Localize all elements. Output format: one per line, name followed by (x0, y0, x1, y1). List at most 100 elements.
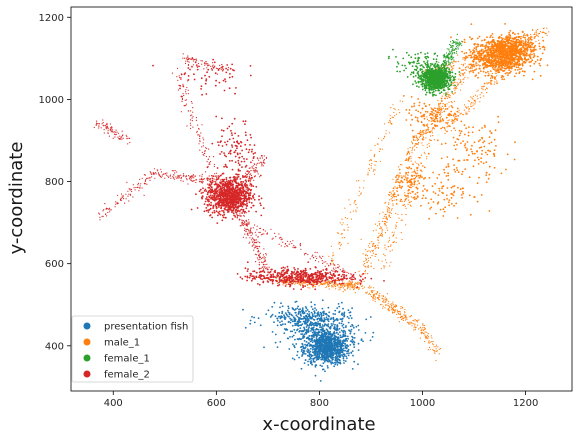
data-point (443, 110, 446, 113)
data-point (391, 116, 393, 118)
data-point (374, 300, 376, 302)
data-point (300, 348, 303, 351)
data-point (520, 44, 523, 46)
data-point (535, 31, 537, 33)
data-point (494, 68, 496, 71)
data-point (307, 336, 310, 339)
data-point (470, 54, 472, 57)
data-point (542, 39, 545, 42)
data-point (506, 44, 509, 47)
data-point (316, 350, 319, 353)
data-point (421, 115, 423, 118)
data-point (284, 317, 287, 319)
data-point (479, 101, 481, 103)
data-point (326, 335, 329, 338)
data-point (515, 64, 518, 66)
data-point (373, 290, 375, 292)
data-point (286, 315, 289, 317)
data-point (362, 340, 364, 343)
data-point (327, 349, 329, 352)
data-point (398, 217, 400, 219)
data-point (427, 152, 430, 155)
data-point (385, 300, 387, 302)
data-point (319, 326, 321, 329)
data-point (519, 40, 521, 42)
data-point (447, 123, 449, 125)
data-point (323, 353, 326, 356)
data-point (381, 233, 383, 235)
data-point (433, 128, 436, 130)
data-point (515, 55, 518, 58)
data-point (513, 75, 516, 78)
data-point (326, 314, 328, 316)
data-point (440, 106, 442, 108)
data-point (497, 63, 499, 66)
data-point (394, 310, 396, 312)
data-point (430, 335, 432, 337)
data-point (299, 338, 302, 340)
data-point (440, 181, 443, 184)
data-point (425, 133, 427, 135)
data-point (347, 286, 349, 288)
data-point (533, 46, 535, 49)
data-point (491, 33, 494, 35)
data-point (503, 58, 506, 61)
data-point (312, 329, 315, 332)
data-point (347, 283, 349, 285)
data-point (434, 120, 436, 123)
data-point (355, 211, 357, 213)
data-point (278, 311, 281, 314)
data-point (431, 340, 433, 343)
data-point (339, 343, 341, 345)
data-point (546, 27, 548, 29)
data-point (331, 258, 333, 260)
data-point (341, 301, 343, 304)
data-point (414, 75, 417, 77)
data-point (349, 314, 352, 317)
data-point (461, 73, 463, 75)
data-point (535, 48, 537, 51)
data-point (319, 317, 322, 320)
data-point (365, 253, 367, 255)
data-point (315, 309, 318, 311)
data-point (392, 178, 394, 180)
data-point (340, 233, 342, 235)
data-point (404, 205, 406, 207)
data-point (448, 125, 450, 127)
data-point (470, 56, 472, 59)
data-point (439, 119, 442, 122)
data-point (294, 308, 297, 311)
data-point (493, 40, 495, 43)
data-point (470, 105, 472, 107)
data-point (336, 283, 339, 286)
data-point (456, 61, 458, 63)
data-point (294, 322, 296, 325)
data-point (342, 326, 345, 329)
data-point (380, 226, 382, 228)
data-point (306, 309, 309, 311)
data-point (343, 289, 345, 291)
data-point (499, 57, 501, 59)
data-point (406, 177, 409, 179)
data-point (413, 149, 416, 151)
data-point (455, 88, 457, 90)
data-point (463, 104, 466, 106)
data-point (466, 112, 468, 115)
data-point (392, 190, 394, 192)
data-point (377, 298, 379, 300)
data-point (352, 340, 355, 343)
data-point (384, 123, 386, 125)
data-point (480, 55, 482, 57)
data-point (313, 351, 316, 353)
data-point (287, 337, 290, 340)
data-point (314, 283, 317, 285)
data-point (331, 338, 334, 341)
data-point (484, 74, 487, 77)
data-point (452, 194, 455, 197)
data-point (407, 160, 409, 162)
data-point (297, 313, 300, 315)
data-point (411, 190, 414, 193)
data-point (376, 293, 378, 295)
data-point (480, 49, 482, 52)
data-point (305, 329, 308, 331)
